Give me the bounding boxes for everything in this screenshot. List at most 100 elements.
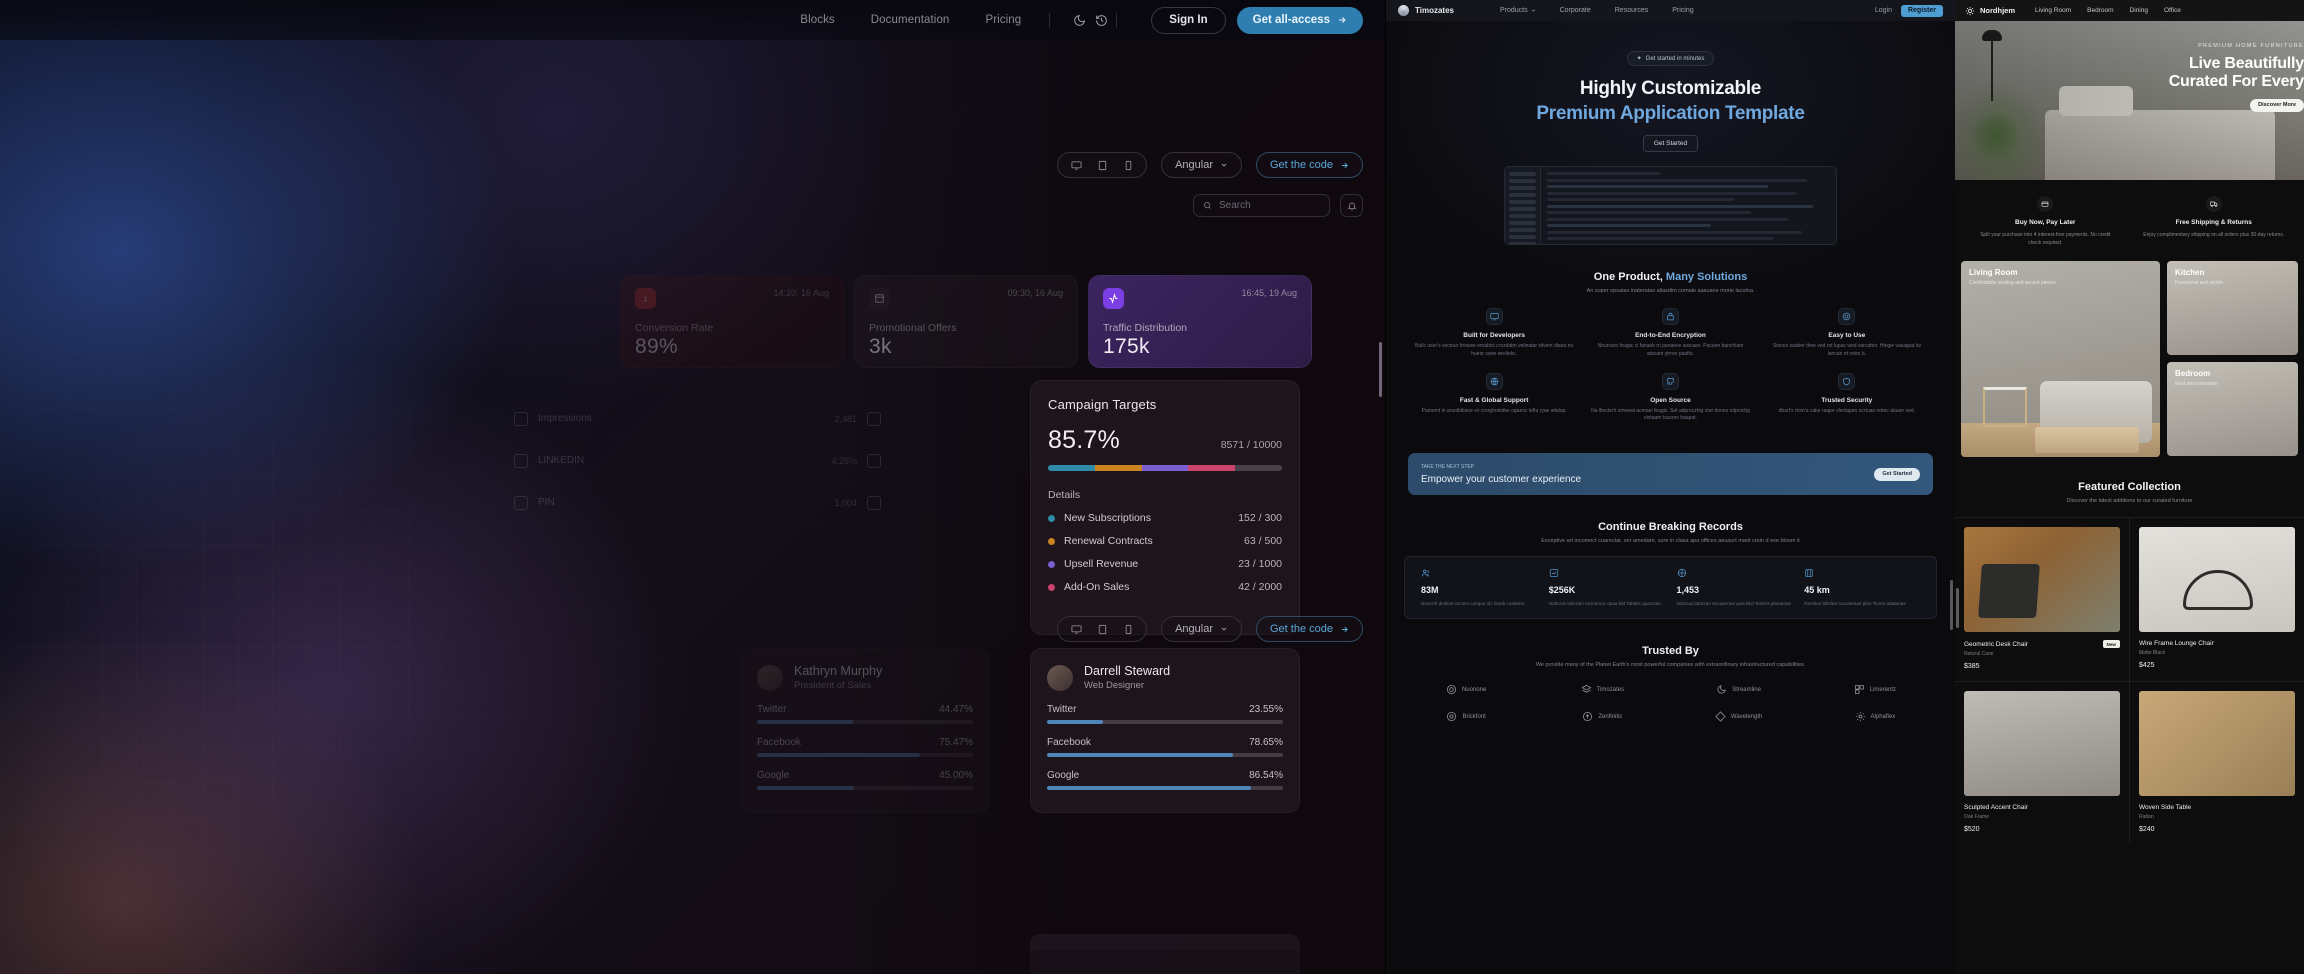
- detail-value: 23 / 1000: [1238, 558, 1282, 570]
- hero-title-line1: Highly Customizable: [1579, 78, 1762, 99]
- arrow-right-icon: [1341, 162, 1348, 168]
- get-the-code-link[interactable]: Get the code: [1256, 152, 1363, 178]
- person-card-kathryn-murphy[interactable]: Kathryn Murphy President of Sales Twitte…: [740, 648, 990, 813]
- stat-card-traffic-distribution[interactable]: 16:45, 19 Aug Traffic Distribution 175k: [1088, 275, 1312, 368]
- register-button[interactable]: Register: [1900, 4, 1943, 17]
- mobile-icon[interactable]: [1116, 155, 1140, 175]
- get-the-code-link-bottom[interactable]: Get the code: [1256, 616, 1363, 642]
- logo-name: Timozates: [1596, 686, 1625, 693]
- brand-logo[interactable]: Timozates: [1398, 5, 1454, 16]
- nav-item-corporate[interactable]: Corporate: [1559, 7, 1591, 14]
- scrollbar-thumb[interactable]: [1950, 580, 1953, 630]
- nav-item-resources[interactable]: Resources: [1614, 7, 1649, 14]
- cta-button[interactable]: Get Started: [1874, 467, 1920, 481]
- framework-label: Angular: [1175, 159, 1213, 171]
- brand-logo[interactable]: Nordhjem: [1965, 6, 2015, 16]
- stat-card-conversion-rate[interactable]: 14:20, 16 Aug Conversion Rate 89%: [620, 275, 844, 368]
- moon-icon[interactable]: [1068, 9, 1090, 31]
- product-name: Woven Side Table: [2139, 804, 2192, 811]
- tablet-icon[interactable]: [1090, 155, 1114, 175]
- product-card[interactable]: Woven Side Table Rattan $240: [2130, 682, 2304, 844]
- get-code-label: Get the code: [1270, 159, 1333, 171]
- hero-get-started-button[interactable]: Get Started: [1642, 135, 1699, 152]
- viewport-switcher-bottom: [1057, 616, 1148, 642]
- room-card-living-room[interactable]: Living Room Comfortable seating and acce…: [1961, 261, 2160, 457]
- template-header: Timozates Products Corporate Resources P…: [1386, 0, 1955, 21]
- bell-icon[interactable]: [1340, 194, 1363, 217]
- feature-desc: dbart's rtom'a cake raape vlectajam ocrt…: [1778, 407, 1916, 414]
- product-card[interactable]: Wire Frame Lounge Chair Matte Black $425: [2130, 518, 2304, 681]
- login-link[interactable]: Login: [1874, 7, 1892, 14]
- stat-desc: Nobcruh lebcram rocicemuc quaa bfd Tabek…: [1548, 601, 1661, 606]
- framework-dropdown-bottom[interactable]: Angular: [1161, 616, 1242, 642]
- panel-furniture-store: Nordhjem Living Room Bedroom Dining Offi…: [1955, 0, 2304, 974]
- room-card-bedroom[interactable]: Bedroom Rest and relaxation: [2167, 362, 2298, 456]
- stat-date: 14:20, 16 Aug: [773, 288, 829, 298]
- stat-desc: Ronnlux blbcltar rocuaemae plao Ticera a…: [1804, 601, 1906, 606]
- list-item[interactable]: PIN 1,004: [500, 482, 895, 524]
- nav-item-products[interactable]: Products: [1500, 7, 1536, 14]
- benefit-title: Free Shipping & Returns: [2175, 219, 2252, 226]
- feature-title: Trusted Security: [1821, 396, 1873, 404]
- nebula-icon: [1446, 685, 1456, 695]
- nav-item-living-room[interactable]: Living Room: [2035, 7, 2072, 14]
- get-all-access-button[interactable]: Get all-access: [1236, 6, 1363, 34]
- search-input[interactable]: Search: [1193, 194, 1330, 217]
- status-badge: New: [2102, 640, 2120, 648]
- list-item[interactable]: Impressions 2,481: [500, 398, 895, 440]
- product-price: $520: [1964, 826, 1980, 833]
- legend-dot: [1048, 583, 1055, 591]
- product-image: [2139, 527, 2295, 632]
- person-card-darrell-steward[interactable]: Darrell Steward Web Designer Twitter 23.5…: [1030, 648, 1300, 813]
- framework-dropdown[interactable]: Angular: [1161, 152, 1242, 178]
- discover-more-button[interactable]: Discover More: [2250, 98, 2304, 112]
- nav-item-documentation[interactable]: Documentation: [870, 14, 950, 26]
- tablet-icon[interactable]: [1090, 619, 1114, 639]
- room-title: Bedroom: [2175, 369, 2211, 378]
- lock-icon: [1667, 312, 1674, 321]
- desktop-icon[interactable]: [1064, 619, 1088, 639]
- stat-value: 3k: [869, 335, 892, 358]
- chip-icon: [867, 411, 881, 426]
- stat-card-row: 14:20, 16 Aug Conversion Rate 89% 09:30,…: [620, 275, 1312, 368]
- product-card[interactable]: Sculpted Accent Chair Oak Frame $520: [1955, 682, 2129, 844]
- product-price: $385: [1964, 663, 1980, 670]
- stat-card-promotional-offers[interactable]: 09:30, 16 Aug Promotional Offers 3k: [854, 275, 1078, 368]
- desktop-icon[interactable]: [1064, 155, 1088, 175]
- search-icon: [1204, 202, 1211, 209]
- nebula-icon: [1446, 684, 1457, 695]
- product-card[interactable]: Geometric Desk Chair New Natural Cane $385: [1955, 518, 2129, 681]
- legend-dot: [1048, 537, 1055, 545]
- users-icon: [1421, 568, 1537, 579]
- globe-icon: [1490, 377, 1498, 385]
- gear-icon: [1855, 711, 1866, 722]
- hero-badge[interactable]: ✦ Get started in minutes: [1626, 51, 1715, 66]
- list-item[interactable]: LINKEDIN 4.25%: [500, 440, 895, 482]
- product-image: [2139, 691, 2295, 796]
- featured-subtitle: Discover the latest additions to our cur…: [2066, 498, 2193, 504]
- nav-item-pricing[interactable]: Pricing: [1672, 7, 1694, 14]
- history-icon[interactable]: [1090, 9, 1112, 31]
- scrollbar-thumb[interactable]: [1956, 588, 1959, 628]
- room-card-kitchen[interactable]: Kitchen Functional and stylish: [2167, 261, 2298, 355]
- nav-item-bedroom[interactable]: Bedroom: [2087, 7, 2114, 14]
- nav-label: Products: [1499, 7, 1528, 14]
- nav-item-office[interactable]: Office: [2163, 7, 2181, 14]
- stat-track: [757, 753, 973, 757]
- stat-label: Promotional Offers: [869, 322, 957, 334]
- product-price: $425: [2139, 662, 2155, 669]
- mobile-icon[interactable]: [1116, 619, 1140, 639]
- nav-item-pricing[interactable]: Pricing: [985, 14, 1022, 26]
- feature-title: Built for Developers: [1463, 332, 1526, 339]
- detail-value: 42 / 2000: [1238, 581, 1282, 593]
- stat-date: 16:45, 19 Aug: [1241, 288, 1297, 298]
- nav-item-dining[interactable]: Dining: [2129, 7, 2148, 14]
- list-icon: [514, 495, 528, 510]
- nav-item-blocks[interactable]: Blocks: [800, 14, 835, 26]
- benefit-desc: Enjoy complimentary shipping on all orde…: [2143, 232, 2285, 238]
- benefit-desc: Split your purchase into 4 interest-free…: [1980, 232, 2111, 246]
- scrollbar-thumb[interactable]: [1379, 342, 1382, 397]
- sign-in-button[interactable]: Sign In: [1151, 6, 1226, 34]
- social-stat: Twitter 23.55%: [1047, 704, 1283, 724]
- panel-title: Campaign Targets: [1048, 397, 1157, 412]
